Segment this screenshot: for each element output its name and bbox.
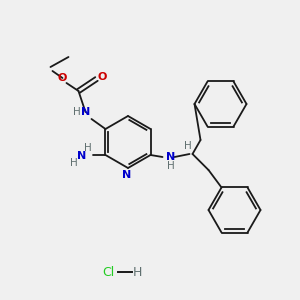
Text: H: H	[84, 143, 92, 153]
Text: H: H	[70, 158, 77, 168]
Text: H: H	[132, 266, 142, 278]
Text: N: N	[122, 170, 132, 180]
Text: O: O	[58, 73, 67, 83]
Text: Cl: Cl	[102, 266, 114, 278]
Text: H: H	[184, 141, 191, 151]
Text: H: H	[167, 161, 174, 171]
Text: N: N	[166, 152, 175, 162]
Text: H: H	[73, 107, 80, 117]
Text: N: N	[81, 107, 90, 117]
Text: O: O	[98, 72, 107, 82]
Text: N: N	[77, 151, 86, 161]
